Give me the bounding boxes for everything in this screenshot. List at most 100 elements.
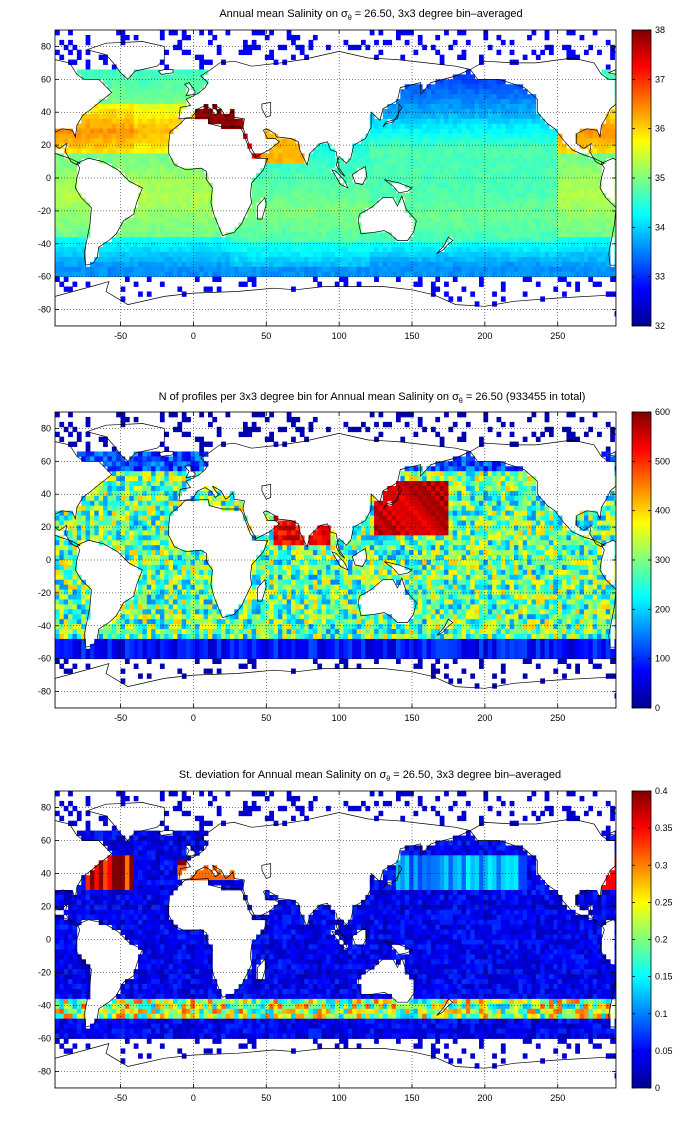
heatmap-cell — [610, 153, 615, 158]
heatmap-cell — [217, 496, 222, 501]
heatmap-cell — [413, 124, 418, 129]
heatmap-cell — [523, 193, 528, 198]
heatmap-cell — [186, 217, 191, 222]
heatmap-cell — [204, 232, 209, 237]
heatmap-cell — [164, 89, 169, 94]
heatmap-cell — [164, 242, 169, 247]
heatmap-cell — [422, 124, 427, 129]
heatmap-cell — [339, 272, 344, 277]
heatmap-cell — [588, 277, 593, 282]
heatmap-cell — [383, 168, 388, 173]
heatmap-cell — [103, 267, 108, 272]
heatmap-cell — [584, 208, 589, 213]
heatmap-cell — [278, 242, 283, 247]
heatmap-cell — [505, 153, 510, 158]
heatmap-cell — [134, 491, 139, 496]
heatmap-cell — [475, 466, 480, 471]
heatmap-cell — [431, 427, 436, 432]
heatmap-cell — [125, 35, 130, 40]
heatmap-cell — [418, 114, 423, 119]
heatmap-cell — [575, 198, 580, 203]
heatmap-cell — [138, 461, 143, 466]
heatmap-cell — [601, 129, 606, 134]
heatmap-cell — [462, 237, 467, 242]
heatmap-cell — [243, 262, 248, 267]
heatmap-cell — [64, 277, 69, 282]
heatmap-cell — [558, 158, 563, 163]
heatmap-cell — [86, 143, 91, 148]
heatmap-cell — [156, 148, 161, 153]
heatmap-cell — [444, 119, 449, 124]
heatmap-cell — [365, 247, 370, 252]
heatmap-cell — [221, 247, 226, 252]
heatmap-cell — [64, 139, 69, 144]
heatmap-cell — [309, 232, 314, 237]
heatmap-cell — [575, 282, 580, 287]
heatmap-cell — [164, 471, 169, 476]
heatmap-cell — [514, 262, 519, 267]
heatmap-cell — [151, 99, 156, 104]
heatmap-cell — [510, 119, 515, 124]
heatmap-cell — [549, 217, 554, 222]
heatmap-cell — [309, 188, 314, 193]
heatmap-cell — [562, 217, 567, 222]
heatmap-cell — [313, 178, 318, 183]
heatmap-cell — [527, 213, 532, 218]
heatmap-cell — [326, 188, 331, 193]
heatmap-cell — [409, 252, 414, 257]
heatmap-cell — [370, 183, 375, 188]
heatmap-cell — [536, 242, 541, 247]
heatmap-cell — [291, 213, 296, 218]
heatmap-cell — [361, 193, 366, 198]
heatmap-cell — [177, 287, 182, 292]
heatmap-cell — [580, 163, 585, 168]
heatmap-cell — [457, 203, 462, 208]
heatmap-cell — [129, 143, 134, 148]
heatmap-cell — [278, 252, 283, 257]
heatmap-cell — [470, 89, 475, 94]
heatmap-cell — [278, 222, 283, 227]
heatmap-cell — [501, 496, 506, 501]
heatmap-cell — [322, 188, 327, 193]
heatmap-cell — [435, 262, 440, 267]
heatmap-cell — [527, 257, 532, 262]
heatmap-cell — [112, 252, 117, 257]
heatmap-cell — [453, 232, 458, 237]
heatmap-cell — [440, 193, 445, 198]
heatmap-cell — [94, 153, 99, 158]
heatmap-cell — [304, 168, 309, 173]
heatmap-cell — [514, 129, 519, 134]
heatmap-cell — [116, 109, 121, 114]
heatmap-cell — [580, 222, 585, 227]
heatmap-cell — [147, 143, 152, 148]
heatmap-cell — [615, 124, 620, 129]
heatmap-cell — [313, 237, 318, 242]
heatmap-cell — [68, 188, 73, 193]
heatmap-cell — [317, 217, 322, 222]
heatmap-cell — [553, 153, 558, 158]
heatmap-cell — [151, 486, 156, 491]
heatmap-cell — [453, 143, 458, 148]
heatmap-cell — [243, 272, 248, 277]
heatmap-cell — [186, 193, 191, 198]
heatmap-cell — [164, 84, 169, 89]
heatmap-cell — [339, 208, 344, 213]
heatmap-cell — [566, 183, 571, 188]
heatmap-cell — [510, 114, 515, 119]
heatmap-cell — [479, 99, 484, 104]
heatmap-cell — [186, 262, 191, 267]
heatmap-cell — [479, 437, 484, 442]
heatmap-cell — [501, 94, 506, 99]
heatmap-cell — [497, 232, 502, 237]
heatmap-cell — [409, 491, 414, 496]
heatmap-cell — [81, 252, 86, 257]
heatmap-cell — [422, 427, 427, 432]
heatmap-cell — [448, 267, 453, 272]
heatmap-cell — [453, 476, 458, 481]
heatmap-cell — [597, 183, 602, 188]
heatmap-cell — [269, 50, 274, 55]
heatmap-cell — [606, 267, 611, 272]
heatmap-cell — [497, 257, 502, 262]
heatmap-cell — [322, 163, 327, 168]
heatmap-cell — [457, 94, 462, 99]
